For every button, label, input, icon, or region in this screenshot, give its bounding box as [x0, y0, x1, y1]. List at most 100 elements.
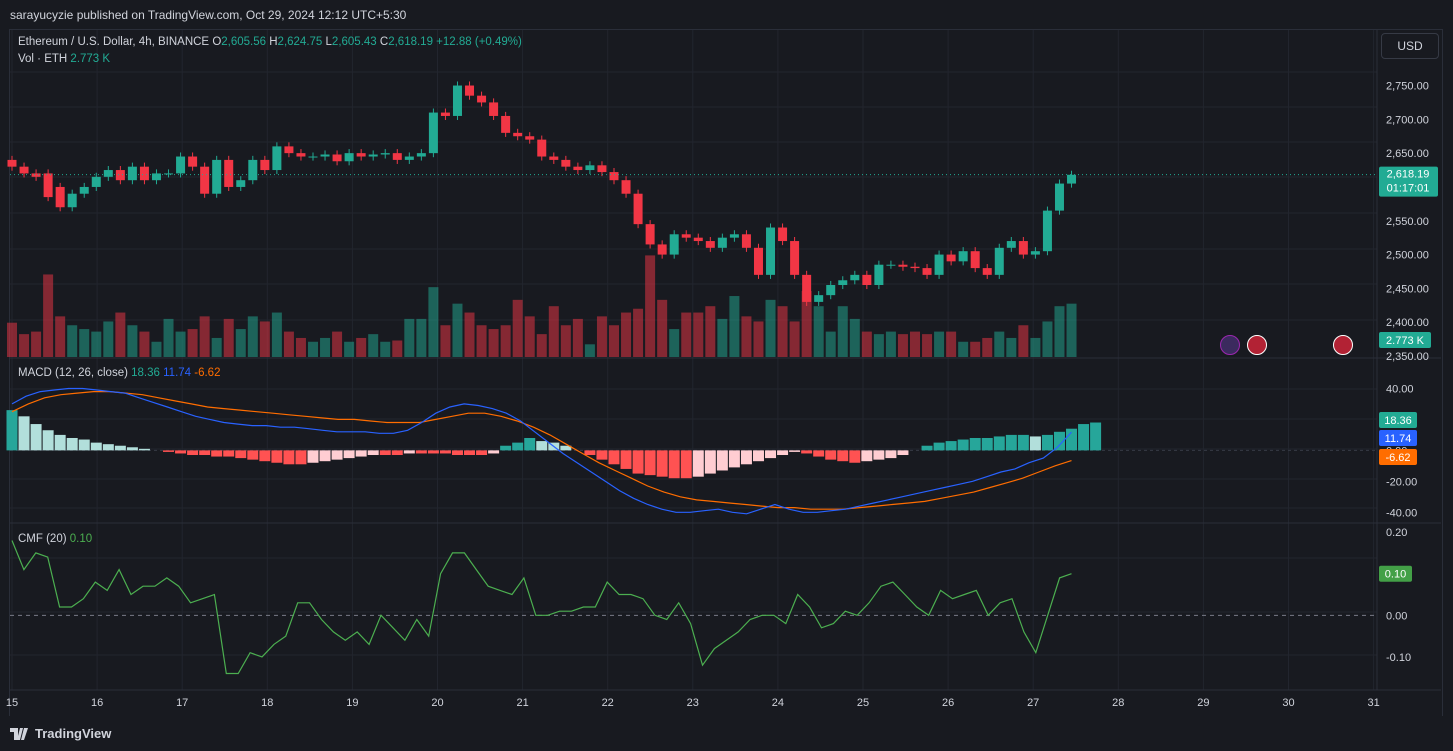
- candle-body: [404, 156, 414, 160]
- candle-body: [7, 159, 17, 167]
- macd-histogram-bar: [307, 450, 319, 463]
- volume-axis-label: 2.773 K: [1386, 335, 1425, 347]
- macd-histogram-bar: [524, 437, 536, 451]
- high-label: H: [269, 36, 278, 48]
- candle-body: [308, 156, 318, 158]
- volume-bar: [380, 341, 391, 357]
- candle-body: [440, 112, 450, 116]
- open-label: O: [212, 36, 222, 48]
- macd-histogram-bar: [126, 447, 138, 451]
- candle-body: [151, 173, 161, 181]
- macd-tick-label: -40.00: [1386, 507, 1417, 519]
- volume-bar: [584, 344, 595, 357]
- candle-body: [392, 153, 402, 160]
- volume-bar: [1054, 306, 1065, 357]
- candle-body: [814, 295, 824, 302]
- macd-hist-value: 18.36: [131, 367, 160, 379]
- volume-bar: [681, 312, 692, 357]
- volume-bar: [994, 331, 1005, 357]
- time-tick-label: 18: [261, 697, 273, 709]
- tradingview-logo[interactable]: TradingView: [10, 726, 111, 741]
- volume-bar: [404, 318, 415, 357]
- candle-body: [79, 186, 89, 194]
- candle-body: [982, 268, 992, 275]
- volume-bar: [464, 312, 475, 357]
- macd-histogram-bar: [403, 450, 415, 454]
- macd-histogram-bar: [78, 439, 90, 451]
- candle-body: [970, 251, 980, 269]
- volume-bar: [536, 334, 547, 357]
- time-tick-label: 25: [857, 697, 869, 709]
- candle-body: [248, 159, 258, 181]
- volume-bar: [572, 318, 583, 357]
- volume-bar: [982, 337, 993, 357]
- volume-bar: [970, 341, 981, 357]
- macd-histogram-bar: [102, 444, 114, 451]
- candle-body: [621, 180, 631, 194]
- macd-hist-axis-label-bg: [1379, 412, 1417, 428]
- macd-histogram-bar: [451, 450, 463, 456]
- volume-bar: [428, 287, 439, 357]
- macd-histogram-bar: [42, 430, 54, 451]
- volume-bar: [885, 331, 896, 357]
- volume-bar: [922, 334, 933, 357]
- volume-bar: [753, 321, 764, 357]
- countdown-label: 01:17:01: [1387, 183, 1430, 195]
- volume-bar: [139, 331, 150, 357]
- volume-bar: [31, 331, 42, 357]
- lightning-icon[interactable]: [1220, 335, 1240, 355]
- chart-frame[interactable]: [9, 29, 1443, 717]
- us-flag-icon[interactable]: [1247, 335, 1267, 355]
- macd-histogram-bar: [415, 450, 427, 454]
- candle-body: [200, 166, 210, 194]
- macd-histogram-bar: [536, 441, 548, 451]
- change-value: +12.88 (+0.49%): [436, 36, 522, 48]
- macd-histogram-bar: [283, 450, 295, 465]
- volume-bar: [115, 312, 126, 357]
- macd-histogram-bar: [945, 441, 957, 451]
- macd-label[interactable]: MACD (12, 26, close): [18, 367, 128, 379]
- macd-histogram-bar: [90, 442, 102, 451]
- macd-histogram-bar: [680, 450, 692, 479]
- candle-body: [31, 173, 41, 177]
- volume-bar: [524, 316, 535, 357]
- cmf-label[interactable]: CMF (20): [18, 533, 67, 545]
- volume-bar: [645, 255, 656, 357]
- time-tick-label: 30: [1282, 697, 1294, 709]
- volume-bar: [548, 306, 559, 357]
- volume-bar: [910, 331, 920, 357]
- price-tick-label: 2,650.00: [1386, 148, 1429, 160]
- candle-body: [826, 285, 836, 296]
- candle-body: [1018, 241, 1028, 255]
- macd-histogram-bar: [391, 450, 403, 456]
- macd-histogram-bar: [343, 450, 355, 459]
- volume-label[interactable]: Vol · ETH: [18, 53, 68, 65]
- macd-histogram-bar: [1041, 434, 1053, 451]
- volume-bar: [705, 306, 716, 357]
- macd-histogram-bar: [355, 450, 367, 457]
- us-flag-event-icon[interactable]: [1333, 335, 1353, 355]
- candle-body: [705, 241, 715, 248]
- volume-bar: [1066, 303, 1077, 357]
- bottom-bar: [0, 716, 1453, 751]
- volume-axis-label-bg: [1379, 332, 1431, 348]
- candle-body: [681, 234, 691, 238]
- candle-body: [465, 85, 475, 96]
- volume-bar: [717, 318, 728, 357]
- currency-button[interactable]: USD: [1381, 33, 1439, 59]
- macd-signal-line: [11, 391, 1072, 510]
- macd-histogram-bar: [560, 445, 572, 451]
- macd-histogram-bar: [1078, 424, 1090, 451]
- volume-bar: [151, 341, 162, 357]
- candle-body: [91, 176, 101, 187]
- macd-histogram-bar: [728, 450, 740, 468]
- price-legend: Ethereum / U.S. Dollar, 4h, BINANCE O2,6…: [18, 36, 522, 48]
- volume-bar: [43, 274, 54, 357]
- symbol-title[interactable]: Ethereum / U.S. Dollar, 4h, BINANCE: [18, 36, 210, 48]
- candle-body: [573, 166, 583, 171]
- macd-histogram-bar: [163, 450, 175, 452]
- macd-histogram-bar: [319, 450, 331, 462]
- time-tick-label: 16: [91, 697, 103, 709]
- candle-body: [416, 153, 426, 157]
